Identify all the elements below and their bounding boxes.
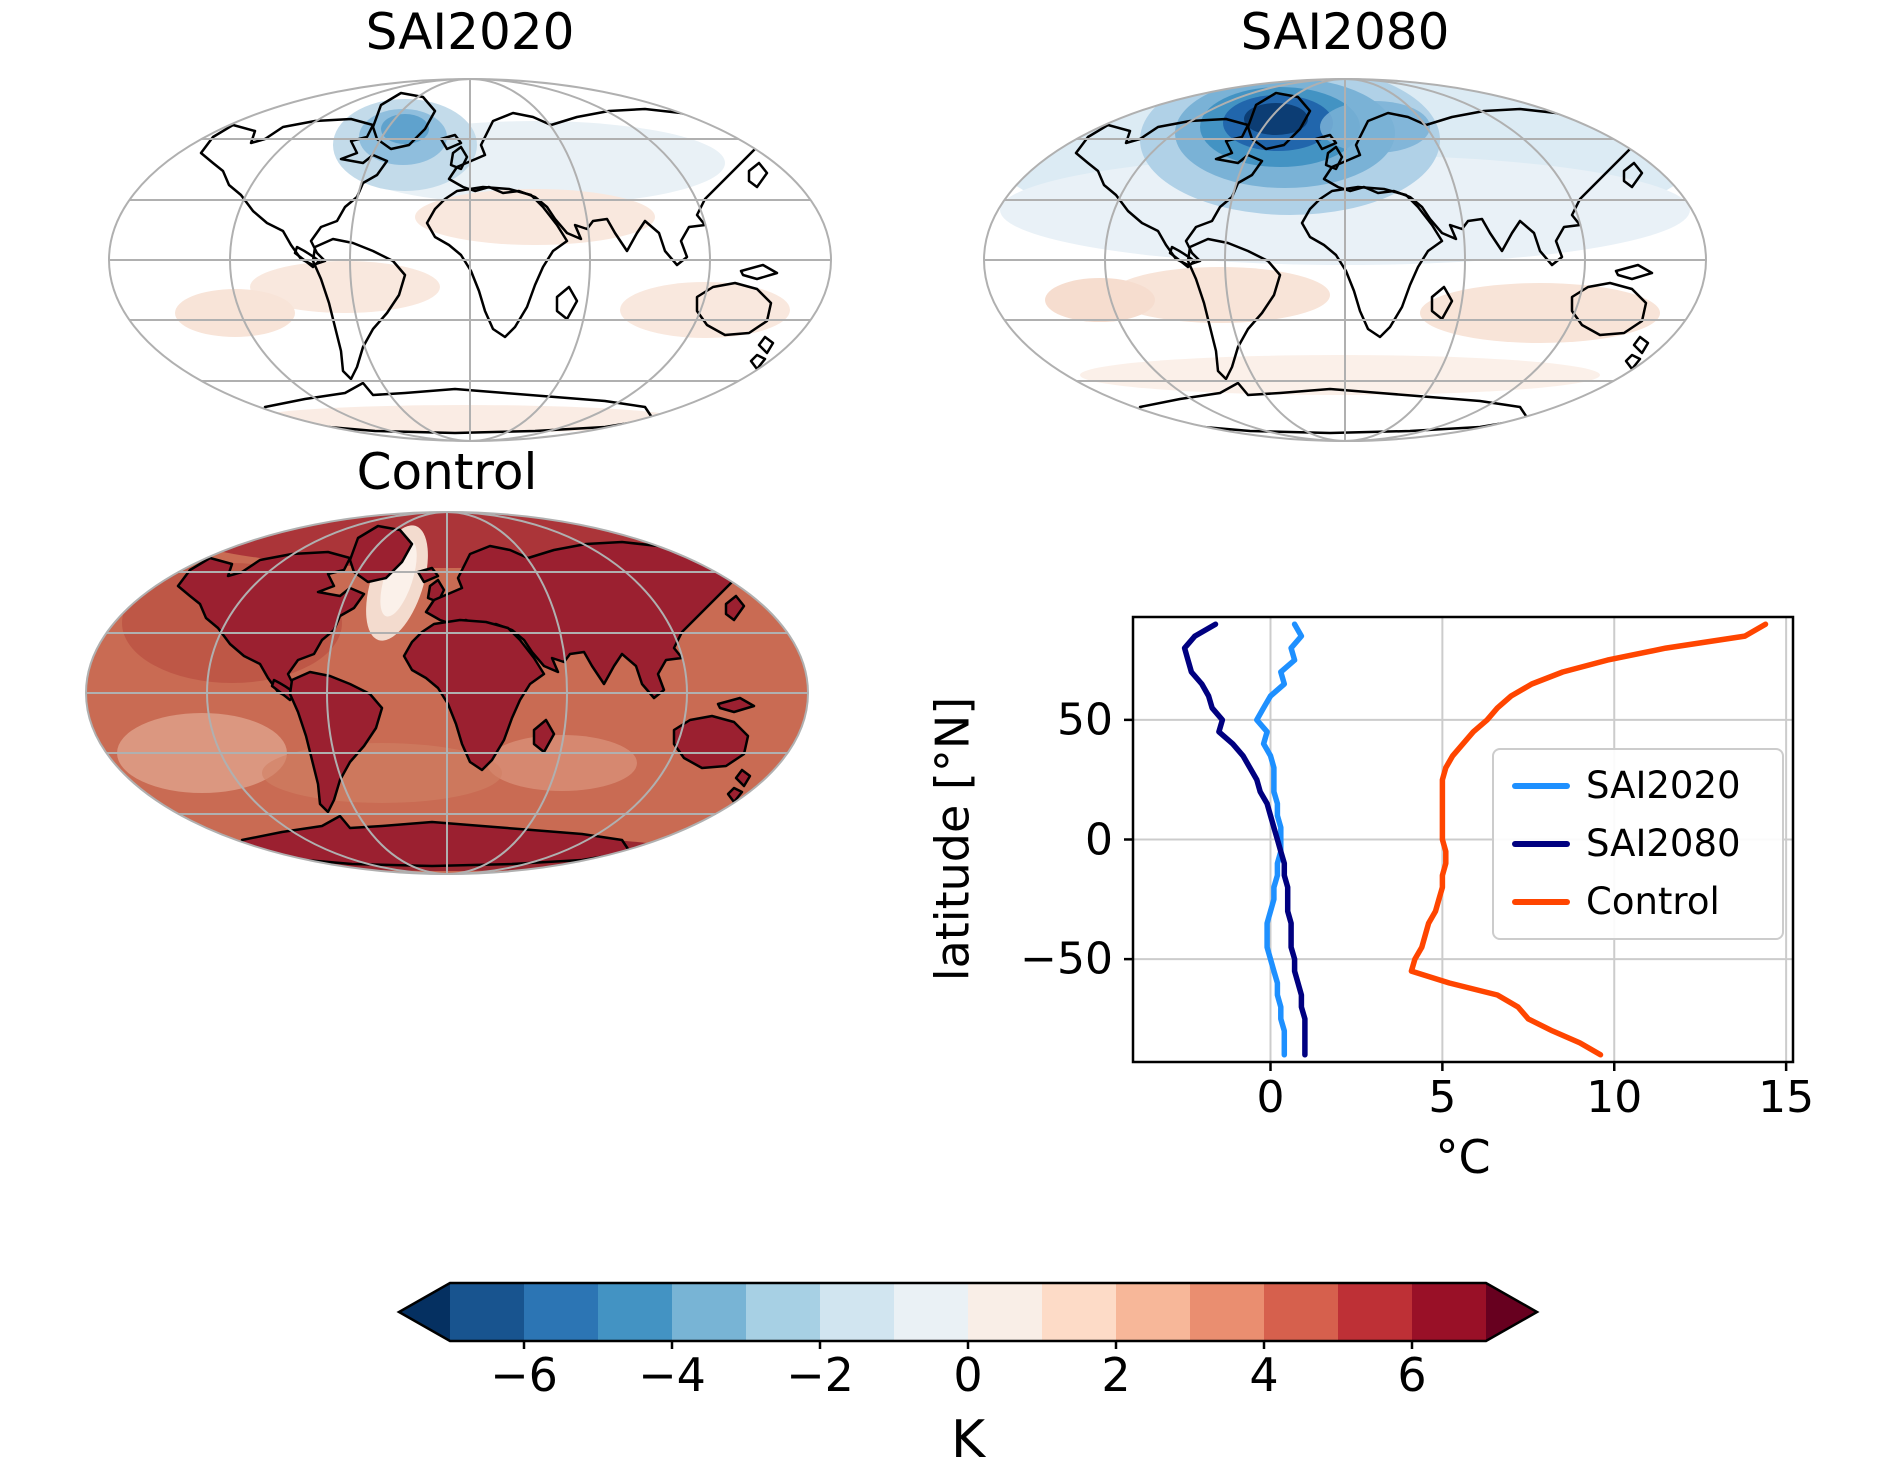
anomaly-blob-warm [1080, 355, 1600, 395]
anomaly-blob-warm [250, 405, 680, 433]
colorbar-segment [820, 1283, 894, 1341]
colorbar-segment [1264, 1283, 1338, 1341]
anomaly-blob-warm [175, 289, 295, 337]
anomaly-blob-warm [1420, 283, 1660, 343]
anomaly-blob-warm [250, 261, 440, 313]
colorbar-segment [524, 1283, 598, 1341]
panel-title-sai2020: SAI2020 [365, 3, 575, 61]
map-sai2020 [108, 78, 832, 442]
colorbar-extend-under [399, 1283, 450, 1341]
y-tick-label: −50 [1020, 933, 1113, 985]
y-tick-label: 0 [1085, 814, 1113, 865]
legend-entry-label: SAI2080 [1586, 822, 1741, 865]
x-tick-label: 5 [1428, 1072, 1457, 1123]
anomaly-blob-warm [415, 189, 655, 245]
plot-series [1181, 621, 1769, 1058]
cooler-blob-sind [487, 735, 637, 791]
anomaly-blob-nordic-cool [1320, 101, 1430, 153]
colorbar-segment [450, 1283, 524, 1341]
colorbar-tick-label: −6 [490, 1348, 558, 1402]
colorbar-tick-label: 4 [1249, 1348, 1279, 1402]
plot-ticks [1124, 718, 1788, 1071]
colorbar [396, 1281, 1540, 1349]
colorbar-label: K [950, 1410, 986, 1470]
legend-entry: SAI2020 [1512, 766, 1764, 806]
map-control [85, 511, 809, 875]
colorbar-extend-over [1486, 1283, 1537, 1341]
colorbar-segment [1412, 1283, 1486, 1341]
legend-entry-label: Control [1586, 880, 1720, 923]
colorbar-segment [894, 1283, 968, 1341]
map-sai2080 [983, 78, 1707, 442]
panel-title-sai2080: SAI2080 [1240, 3, 1450, 61]
anomaly-blob-warm [620, 282, 790, 338]
profile-xlabel: °C [1435, 1130, 1491, 1184]
colorbar-segment [598, 1283, 672, 1341]
legend-line-swatch [1512, 783, 1570, 789]
legend-line-swatch [1512, 899, 1570, 905]
legend: SAI2020 SAI2080 Control [1492, 748, 1784, 940]
x-tick-label: 10 [1586, 1072, 1643, 1123]
profile-ylabel: latitude [°N] [925, 696, 980, 982]
anomaly-blob-natl-cool-core [1244, 103, 1308, 135]
legend-entry: SAI2080 [1512, 824, 1764, 864]
anomaly-blob-warm [1045, 278, 1155, 322]
colorbar-segment [1042, 1283, 1116, 1341]
series-SAI2020 [1254, 621, 1305, 1058]
y-tick-label: 50 [1057, 694, 1113, 746]
legend-line-swatch [1512, 841, 1570, 847]
legend-entry-label: SAI2020 [1586, 764, 1741, 807]
colorbar-segment [968, 1283, 1042, 1341]
colorbar-tick-label: −2 [786, 1348, 854, 1402]
x-tick-label: 15 [1758, 1072, 1815, 1123]
anomaly-blob-warm [1110, 267, 1330, 323]
panel-title-control: Control [356, 443, 538, 501]
colorbar-segment [672, 1283, 746, 1341]
colorbar-tick-label: 2 [1101, 1348, 1131, 1402]
colorbar-segment [1116, 1283, 1190, 1341]
colorbar-tick-label: 6 [1397, 1348, 1427, 1402]
colorbar-segment [1338, 1283, 1412, 1341]
colorbar-tick-label: −4 [638, 1348, 706, 1402]
legend-entry: Control [1512, 882, 1764, 922]
x-tick-label: 0 [1256, 1072, 1285, 1123]
colorbar-segment [1190, 1283, 1264, 1341]
colorbar-outline [396, 1281, 1540, 1343]
series-SAI2080 [1181, 621, 1308, 1058]
colorbar-segment [746, 1283, 820, 1341]
series-Control [1408, 621, 1769, 1058]
colorbar-tick-label: 0 [953, 1348, 983, 1402]
